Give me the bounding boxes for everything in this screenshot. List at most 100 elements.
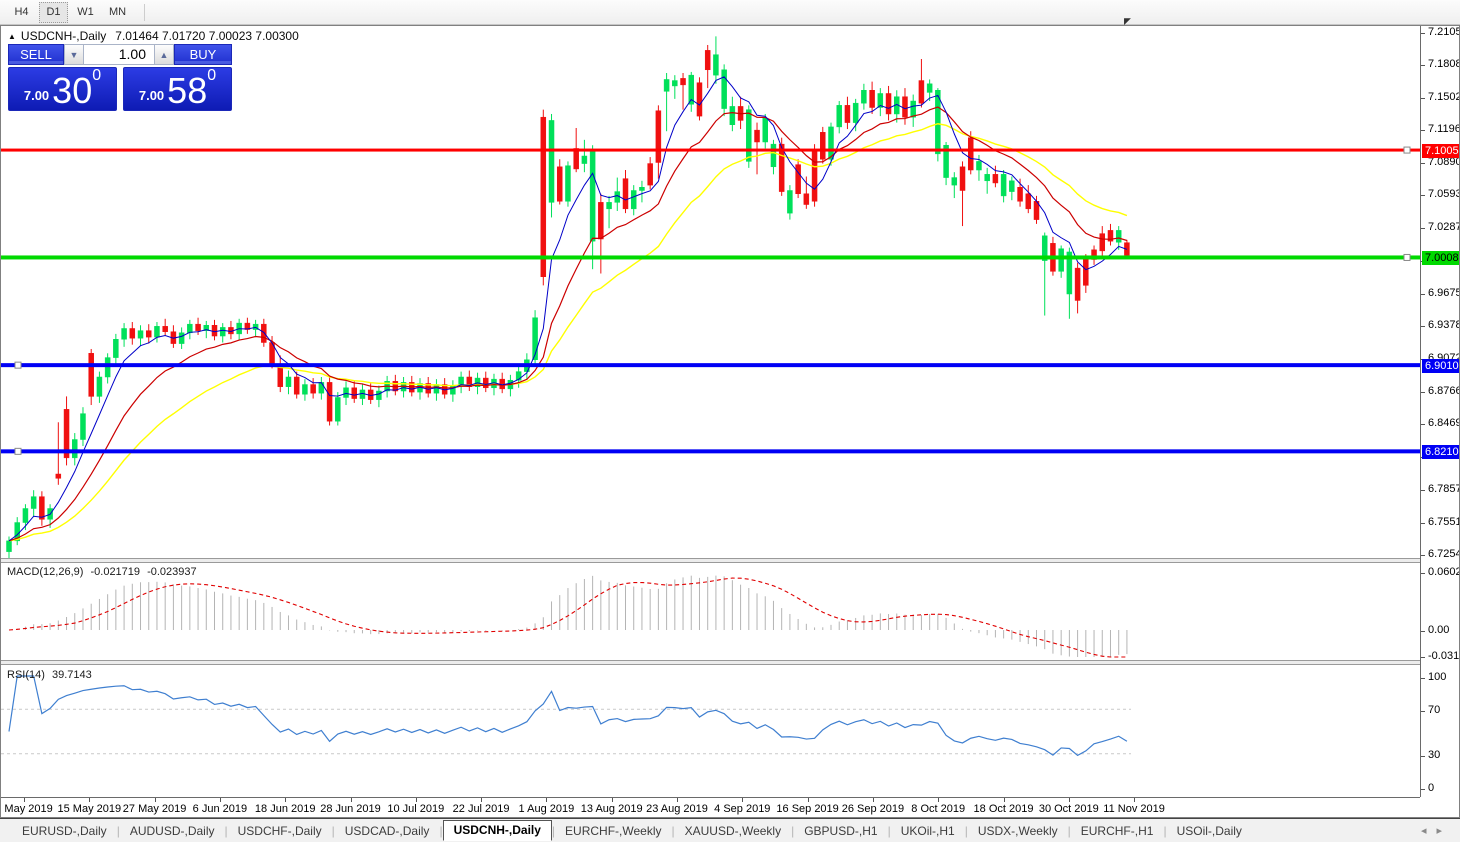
chart-tab-gbpusd-h1[interactable]: GBPUSD-,H1 [804,823,878,838]
time-axis-tick-label: 22 Jul 2019 [452,803,510,815]
price-axis-tick-mark [1421,392,1425,394]
price-axis-tick-label: 6.75510 [1428,516,1460,529]
time-axis-tick-mark [1003,798,1005,802]
tab-scroll-right-icon[interactable]: ▸ [1436,825,1452,837]
tab-scroll-left-icon[interactable]: ◂ [1420,825,1437,837]
toolbar-separator [144,3,145,21]
chart-tab-xauusd-weekly[interactable]: XAUUSD-,Weekly [684,823,782,838]
price-axis-tick-mark [1421,228,1425,230]
collapse-triangle-icon[interactable]: ▲ [8,32,16,41]
price-axis-tick-label: 7.05930 [1428,188,1460,201]
time-axis-tick-mark [872,798,874,802]
price-level-badge: 7.10051 [1422,144,1460,159]
rsi-name: RSI(14) [7,669,45,681]
time-axis-tick-mark [1068,798,1070,802]
buy-price-pips: 58 [167,70,208,111]
time-axis-tick-label: 27 May 2019 [122,803,187,815]
timeframe-button-w1[interactable]: W1 [77,6,94,18]
price-axis-tick-mark [1421,326,1425,328]
price-axis-tick-mark [1421,64,1425,66]
horizontal-level-lines[interactable] [1,146,1420,455]
chart-tab-usoil-daily[interactable]: USOil-,Daily [1176,823,1242,838]
buy-price-tile[interactable]: 7.00 58 0 [123,67,232,111]
pane-splitter[interactable] [1,558,1420,563]
price-axis-tick-mark [1421,97,1425,99]
rsi-axis-tick-mark [1421,755,1425,757]
macd-axis-tick-mark [1421,657,1425,658]
price-axis[interactable]: 7.21050 7.18080 7.15020 7.11960 7.08900 7.059… [1420,25,1460,797]
rsi-axis-tick-mark [1421,711,1425,713]
tab-separator: | [887,823,891,838]
volume-input[interactable]: 1.00 [84,44,154,65]
chart-tab-eurchf-h1[interactable]: EURCHF-,H1 [1080,823,1154,838]
chart-tab-ukoil-h1[interactable]: UKOil-,H1 [900,823,955,838]
chart-tab-bar: EURUSD-,Daily | AUDUSD-,Daily | USDCHF-,Dail… [0,818,1460,842]
volume-decrease-button[interactable]: ▼ [64,44,84,65]
price-axis-tick-mark [1421,32,1425,34]
chart-tab-usdchf-daily[interactable]: USDCHF-,Daily [237,823,322,838]
macd-axis-tick-mark [1421,573,1425,574]
sell-price-prefix: 7.00 [23,88,50,103]
price-axis-tick-label: 7.18080 [1428,57,1460,70]
time-axis-tick-label: 8 Oct 2019 [911,803,966,815]
macd-axis-tick-label: -0.03172 [1428,650,1460,662]
buy-button[interactable]: BUY [174,44,232,65]
time-axis-tick-mark [154,798,156,802]
price-axis-tick-label: 7.08900 [1428,156,1460,169]
rsi-axis-tick-label: 30 [1428,748,1441,761]
time-axis-tick-label: 18 Oct 2019 [973,803,1034,815]
sell-price-point: 0 [92,67,102,84]
chart-tab-audusd-daily[interactable]: AUDUSD-,Daily [129,823,215,838]
time-axis-tick-mark [350,798,352,802]
tab-separator: | [1163,823,1167,838]
sell-button[interactable]: SELL [8,44,64,65]
chart-shift-marker-icon[interactable]: ◤ [1124,16,1131,26]
timeframe-toolbar: H4 D1 W1 MN [0,0,1460,25]
pane-splitter[interactable] [1,660,1420,665]
macd-axis-tick-label: 0.00 [1428,624,1450,636]
volume-increase-button[interactable]: ▲ [154,44,174,65]
time-axis-tick-label: 3 May 2019 [0,803,53,815]
tab-scroll-arrows[interactable]: ◂▸ [1421,824,1452,837]
timeframe-button-d1[interactable]: D1 [39,1,68,23]
tab-separator: | [116,823,120,838]
price-axis-tick-mark [1421,130,1425,132]
timeframe-button-h4[interactable]: H4 [14,6,29,18]
time-axis-tick-label: 1 Aug 2019 [518,803,575,815]
time-axis-tick-label: 6 Jun 2019 [192,803,248,815]
time-axis-tick-mark [742,798,744,802]
macd-chart-canvas[interactable] [1,563,1420,660]
time-axis-tick-mark [481,798,483,802]
time-axis-tick-mark [219,798,221,802]
tab-separator: | [964,823,968,838]
chart-tab-eurusd-daily[interactable]: EURUSD-,Daily [22,823,107,838]
rsi-chart-canvas[interactable] [1,665,1420,797]
chart-tab-usdcad-daily[interactable]: USDCAD-,Daily [344,823,430,838]
tab-separator: | [551,823,556,838]
price-axis-tick-label: 7.02870 [1428,221,1460,234]
chart-tab-usdcnh-daily[interactable]: USDCNH-,Daily [442,819,552,841]
macd-label: MACD(12,26,9) -0.021719 -0.023937 [7,566,201,578]
rsi-axis-tick-label: 0 [1428,782,1435,794]
time-axis-tick-label: 15 May 2019 [57,803,122,815]
time-axis-tick-mark [677,798,678,802]
price-axis-tick-label: 7.15020 [1428,90,1460,103]
chart-tab-eurchf-weekly[interactable]: EURCHF-,Weekly [565,823,662,838]
price-chart-canvas[interactable] [1,26,1420,558]
time-axis-tick-label: 18 Jun 2019 [254,803,316,815]
buy-price-prefix: 7.00 [138,88,165,103]
time-axis-tick-mark [807,798,809,802]
sell-price-tile[interactable]: 7.00 30 0 [8,67,117,111]
time-axis-tick-label: 10 Jul 2019 [387,803,445,815]
time-axis[interactable]: 3 May 2019 15 May 2019 27 May 2019 6 Jun 20… [0,797,1420,818]
price-axis-tick-label: 6.84690 [1428,417,1460,430]
macd-main-value: -0.021719 [90,566,141,578]
time-axis-tick-mark [24,798,25,802]
price-axis-tick-label: 6.96750 [1428,287,1460,300]
price-axis-tick-mark [1421,523,1425,525]
chart-tab-usdx-weekly[interactable]: USDX-,Weekly [977,823,1058,838]
price-axis-tick-label: 7.21050 [1428,25,1460,38]
timeframe-button-mn[interactable]: MN [108,6,127,18]
